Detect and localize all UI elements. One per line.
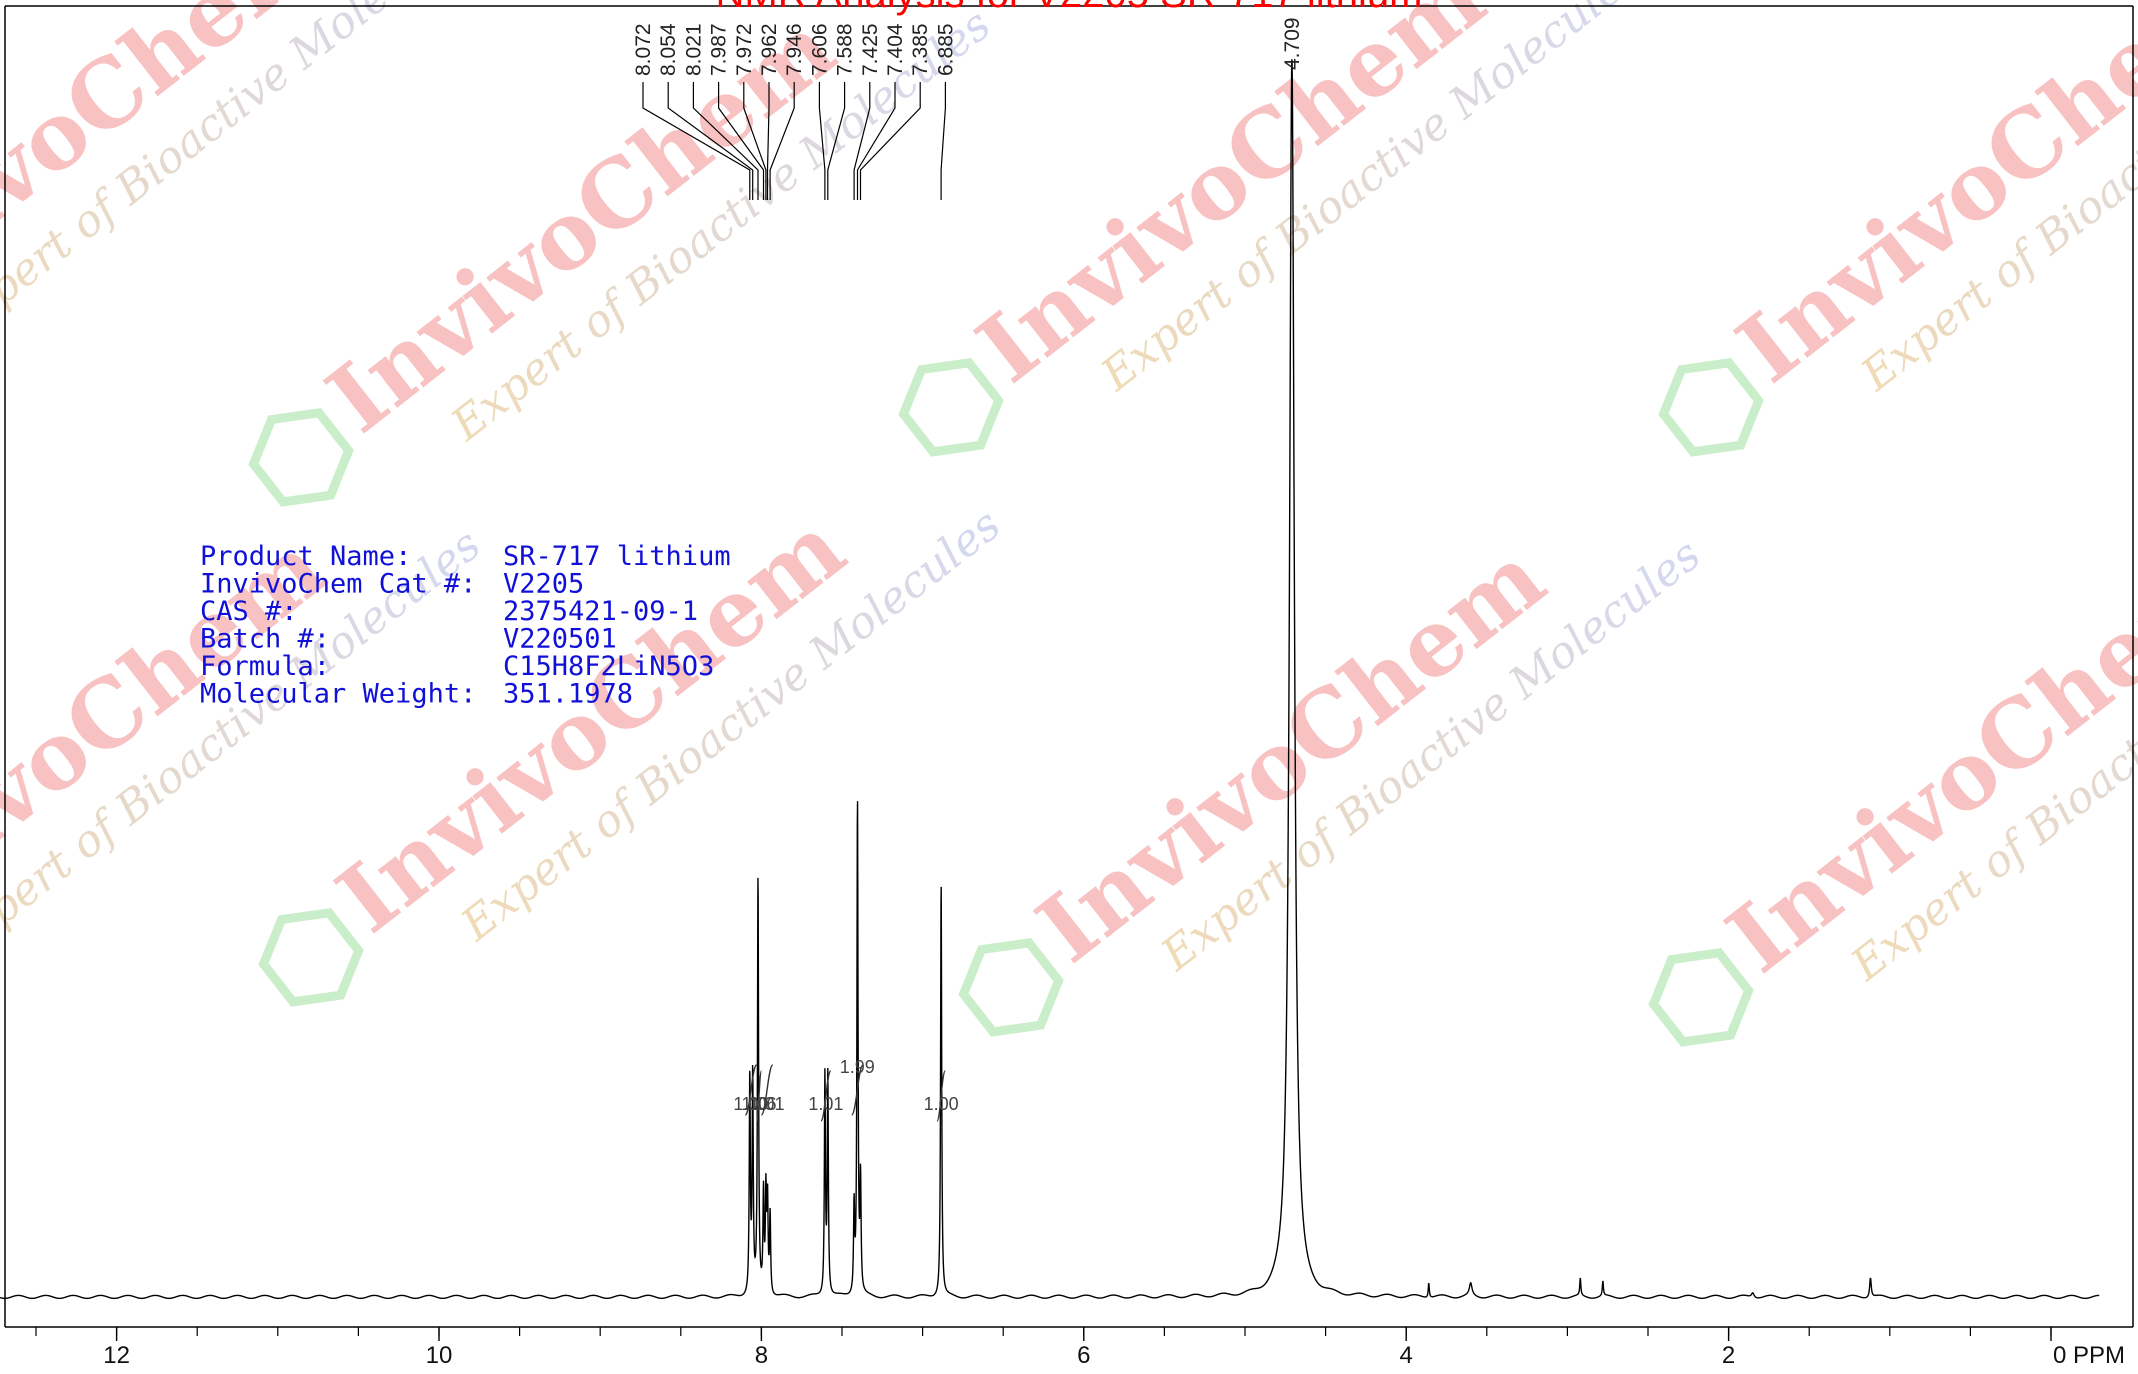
peak-label: 7.987: [708, 23, 731, 76]
peak-label: 8.021: [682, 23, 705, 76]
info-label: Product Name:: [200, 541, 411, 572]
solvent-peak-label: 4.709: [1281, 17, 1304, 70]
x-axis-tick-label: 10: [426, 1342, 453, 1369]
x-axis-tick-label: 0 PPM: [2053, 1342, 2125, 1369]
x-axis-tick-label: 12: [103, 1342, 130, 1369]
peak-label: 7.946: [783, 23, 806, 76]
peak-label: 7.385: [909, 23, 932, 76]
peak-label: 7.972: [733, 23, 756, 76]
integral-value-label: 1.01: [808, 1094, 843, 1114]
peak-label: 7.588: [834, 23, 857, 76]
info-value: 351.1978: [503, 679, 633, 710]
info-label: Batch #:: [200, 624, 330, 655]
x-axis-tick-label: 6: [1077, 1342, 1090, 1369]
watermark-brand: InvivoChem: [1018, 523, 1565, 983]
peak-label: 7.425: [859, 23, 882, 76]
info-value: V2205: [503, 569, 584, 600]
x-axis-tick-label: 2: [1722, 1342, 1735, 1369]
watermark-brand: InvivoChem: [958, 0, 1505, 404]
info-label: CAS #:: [200, 596, 298, 627]
peak-label-leader: [941, 82, 945, 200]
peak-label: 7.962: [758, 23, 781, 76]
info-label: Formula:: [200, 651, 330, 682]
peak-label: 7.606: [808, 23, 831, 76]
x-axis-tick-label: 4: [1400, 1342, 1413, 1369]
info-value: C15H8F2LiN5O3: [503, 651, 714, 682]
peak-label: 8.072: [632, 23, 655, 76]
info-label: InvivoChem Cat #:: [200, 569, 476, 600]
peak-label: 8.054: [657, 23, 680, 76]
peak-label: 7.404: [884, 23, 907, 76]
peak-label: 6.885: [934, 23, 957, 76]
info-value: V220501: [503, 624, 617, 655]
x-axis: 12 10 8 6 4 2 0 PPM: [5, 1327, 2133, 1369]
info-label: Molecular Weight:: [200, 679, 476, 710]
integral-value-label: 1.00: [924, 1094, 959, 1114]
chart-title: NMR Analysis for V2205 SR-717 lithium: [716, 0, 1423, 16]
info-value: 2375421-09-1: [503, 596, 698, 627]
x-axis-tick-label: 8: [755, 1342, 768, 1369]
info-value: SR-717 lithium: [503, 541, 731, 572]
integral-value-label: 1.99: [840, 1057, 875, 1077]
integral-value-label: 1.01: [749, 1094, 784, 1114]
